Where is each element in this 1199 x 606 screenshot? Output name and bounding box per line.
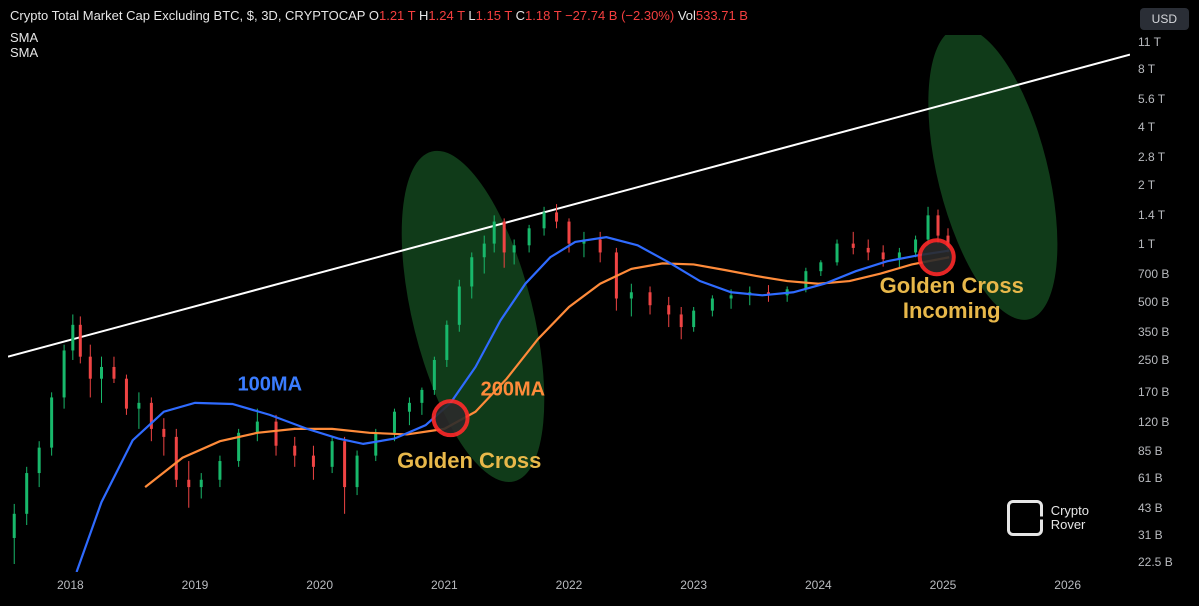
x-tick: 2022 [556, 578, 583, 592]
y-tick: 43 B [1138, 501, 1163, 515]
logo-icon [1007, 500, 1043, 536]
y-tick: 120 B [1138, 415, 1169, 429]
vol-value: 533.71 B [696, 8, 748, 23]
ohlc-c: 1.18 T [525, 8, 561, 23]
indicator-sma-2: SMA [10, 45, 38, 60]
vol-label: Vol [678, 8, 696, 23]
y-tick: 4 T [1138, 120, 1155, 134]
y-tick: 8 T [1138, 62, 1155, 76]
x-tick: 2018 [57, 578, 84, 592]
logo-text: Crypto Rover [1051, 504, 1089, 531]
y-tick: 1 T [1138, 237, 1155, 251]
y-tick: 22.5 B [1138, 555, 1173, 569]
currency-button[interactable]: USD [1140, 8, 1189, 30]
plot-area[interactable] [8, 35, 1130, 572]
y-tick: 350 B [1138, 325, 1169, 339]
y-tick: 85 B [1138, 444, 1163, 458]
y-tick: 700 B [1138, 267, 1169, 281]
ohlc-change: −27.74 B (−2.30%) [565, 8, 674, 23]
x-tick: 2019 [182, 578, 209, 592]
x-tick: 2020 [306, 578, 333, 592]
y-tick: 250 B [1138, 353, 1169, 367]
y-tick: 5.6 T [1138, 92, 1165, 106]
x-tick: 2021 [431, 578, 458, 592]
chart-header: Crypto Total Market Cap Excluding BTC, $… [10, 8, 748, 23]
plot-svg [8, 35, 1130, 572]
ohlc-h-label: H [419, 8, 428, 23]
x-tick: 2025 [930, 578, 957, 592]
logo-line1: Crypto [1051, 504, 1089, 518]
x-tick: 2023 [680, 578, 707, 592]
chart-root: Crypto Total Market Cap Excluding BTC, $… [0, 0, 1199, 606]
x-tick: 2024 [805, 578, 832, 592]
ohlc-o-label: O [369, 8, 379, 23]
y-tick: 11 T [1138, 35, 1161, 49]
y-tick: 500 B [1138, 295, 1169, 309]
y-tick: 31 B [1138, 528, 1163, 542]
x-tick: 2026 [1054, 578, 1081, 592]
indicator-sma-1: SMA [10, 30, 38, 45]
ohlc-o: 1.21 T [379, 8, 415, 23]
y-tick: 2 T [1138, 178, 1155, 192]
ohlc-l: 1.15 T [476, 8, 512, 23]
logo-line2: Rover [1051, 518, 1089, 532]
y-tick: 2.8 T [1138, 150, 1165, 164]
watermark-logo: Crypto Rover [1007, 500, 1089, 536]
y-tick: 170 B [1138, 385, 1169, 399]
symbol-title: Crypto Total Market Cap Excluding BTC, $… [10, 8, 365, 23]
ohlc-h: 1.24 T [428, 8, 464, 23]
ohlc-l-label: L [468, 8, 475, 23]
y-tick: 61 B [1138, 471, 1163, 485]
y-tick: 1.4 T [1138, 208, 1165, 222]
ohlc-c-label: C [516, 8, 525, 23]
